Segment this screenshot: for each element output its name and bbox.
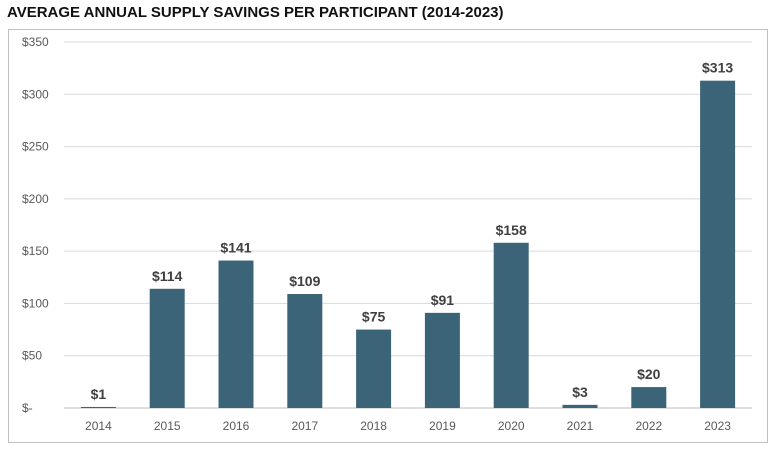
chart-title: AVERAGE ANNUAL SUPPLY SAVINGS PER PARTIC… — [7, 4, 504, 21]
x-tick-label-2018: 2018 — [360, 419, 387, 433]
bar-2015 — [149, 288, 185, 408]
bar-2019 — [424, 312, 460, 408]
data-labels: $1 $114 $141 $109 $75 $91 $158 $3 $20 $313 — [91, 60, 734, 402]
data-label-2016: $141 — [220, 240, 251, 256]
bar-2021 — [562, 404, 598, 408]
data-label-2023: $313 — [702, 60, 733, 76]
y-axis-ticks: $- $50 $100 $150 $200 $250 $300 $350 — [22, 35, 49, 415]
data-label-2017: $109 — [289, 273, 320, 289]
data-label-2014: $1 — [91, 386, 107, 402]
data-label-2015: $114 — [152, 268, 183, 284]
x-tick-label-2016: 2016 — [223, 419, 250, 433]
x-tick-label-2014: 2014 — [85, 419, 112, 433]
y-tick-label: $100 — [22, 296, 49, 310]
bar-2020 — [493, 242, 529, 408]
x-tick-label-2021: 2021 — [567, 419, 594, 433]
bar-2014 — [80, 406, 116, 408]
y-tick-label: $250 — [22, 140, 49, 154]
bar-2022 — [631, 387, 667, 408]
x-tick-label-2019: 2019 — [429, 419, 456, 433]
x-axis-ticks: 2014 2015 2016 2017 2018 2019 2020 2021 2022 2023 — [85, 419, 731, 433]
x-tick-label-2020: 2020 — [498, 419, 525, 433]
bars — [80, 80, 736, 408]
data-label-2020: $158 — [496, 222, 527, 238]
data-label-2019: $91 — [431, 292, 455, 308]
y-tick-label: $300 — [22, 87, 49, 101]
data-label-2018: $75 — [362, 309, 386, 325]
y-tick-label: $200 — [22, 192, 49, 206]
bar-2018 — [356, 329, 392, 408]
x-tick-label-2023: 2023 — [704, 419, 731, 433]
data-label-2022: $20 — [637, 366, 661, 382]
y-tick-label: $- — [22, 401, 33, 415]
y-tick-label: $350 — [22, 35, 49, 49]
y-tick-label: $50 — [22, 349, 42, 363]
bar-2016 — [218, 260, 254, 408]
x-tick-label-2017: 2017 — [291, 419, 318, 433]
x-tick-label-2015: 2015 — [154, 419, 181, 433]
bar-2023 — [700, 80, 736, 408]
bar-2017 — [287, 294, 323, 408]
data-label-2021: $3 — [572, 384, 588, 400]
y-tick-label: $150 — [22, 244, 49, 258]
chart-frame — [8, 29, 768, 443]
x-tick-label-2022: 2022 — [635, 419, 662, 433]
